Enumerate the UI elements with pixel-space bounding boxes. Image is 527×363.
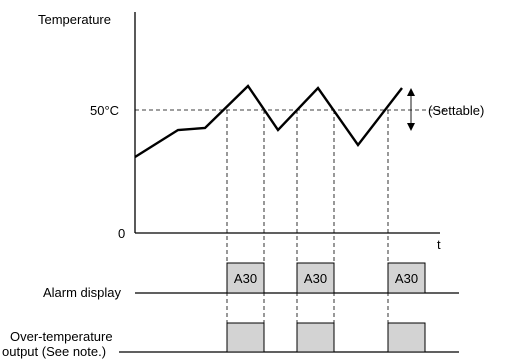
output-pulse (226, 322, 265, 353)
output-label-line1: Over-temperature (10, 329, 113, 344)
alarm-display-label: Alarm display (43, 285, 122, 300)
zero-label: 0 (118, 226, 125, 241)
alarm-box (296, 262, 335, 294)
output-pulse (296, 322, 335, 353)
alarm-box (387, 262, 426, 294)
temperature-curve (134, 84, 403, 159)
y-axis-label: Temperature (38, 12, 111, 27)
settable-arrow-icon (407, 88, 415, 131)
alarm-code: A30 (395, 271, 418, 286)
output-pulse (387, 322, 426, 353)
output-label-line2: output (See note.) (2, 344, 106, 359)
alarm-code: A30 (304, 271, 327, 286)
threshold-label: 50°C (90, 103, 119, 118)
alarm-code: A30 (234, 271, 257, 286)
alarm-box (226, 262, 265, 294)
settable-label: (Settable) (428, 103, 484, 118)
x-axis-label: t (437, 237, 441, 252)
timing-guide-lines (226, 110, 389, 348)
